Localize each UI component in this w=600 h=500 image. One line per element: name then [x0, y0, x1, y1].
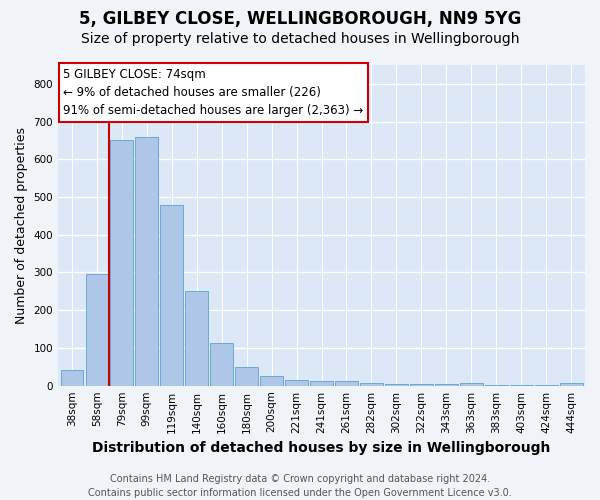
- Bar: [260, 376, 283, 386]
- Text: 5 GILBEY CLOSE: 74sqm
← 9% of detached houses are smaller (226)
91% of semi-deta: 5 GILBEY CLOSE: 74sqm ← 9% of detached h…: [64, 68, 364, 117]
- Bar: [211, 344, 233, 386]
- Bar: [560, 384, 583, 386]
- X-axis label: Distribution of detached houses by size in Wellingborough: Distribution of detached houses by size …: [92, 441, 551, 455]
- Bar: [86, 274, 108, 386]
- Bar: [160, 206, 183, 386]
- Bar: [435, 384, 458, 386]
- Bar: [235, 367, 258, 386]
- Bar: [360, 382, 383, 386]
- Bar: [335, 381, 358, 386]
- Bar: [485, 384, 508, 386]
- Bar: [136, 136, 158, 386]
- Bar: [535, 384, 557, 386]
- Text: Size of property relative to detached houses in Wellingborough: Size of property relative to detached ho…: [81, 32, 519, 46]
- Bar: [385, 384, 407, 386]
- Bar: [460, 384, 482, 386]
- Text: 5, GILBEY CLOSE, WELLINGBOROUGH, NN9 5YG: 5, GILBEY CLOSE, WELLINGBOROUGH, NN9 5YG: [79, 10, 521, 28]
- Bar: [510, 384, 533, 386]
- Bar: [110, 140, 133, 386]
- Bar: [61, 370, 83, 386]
- Y-axis label: Number of detached properties: Number of detached properties: [15, 127, 28, 324]
- Bar: [310, 381, 333, 386]
- Text: Contains HM Land Registry data © Crown copyright and database right 2024.
Contai: Contains HM Land Registry data © Crown c…: [88, 474, 512, 498]
- Bar: [286, 380, 308, 386]
- Bar: [410, 384, 433, 386]
- Bar: [185, 292, 208, 386]
